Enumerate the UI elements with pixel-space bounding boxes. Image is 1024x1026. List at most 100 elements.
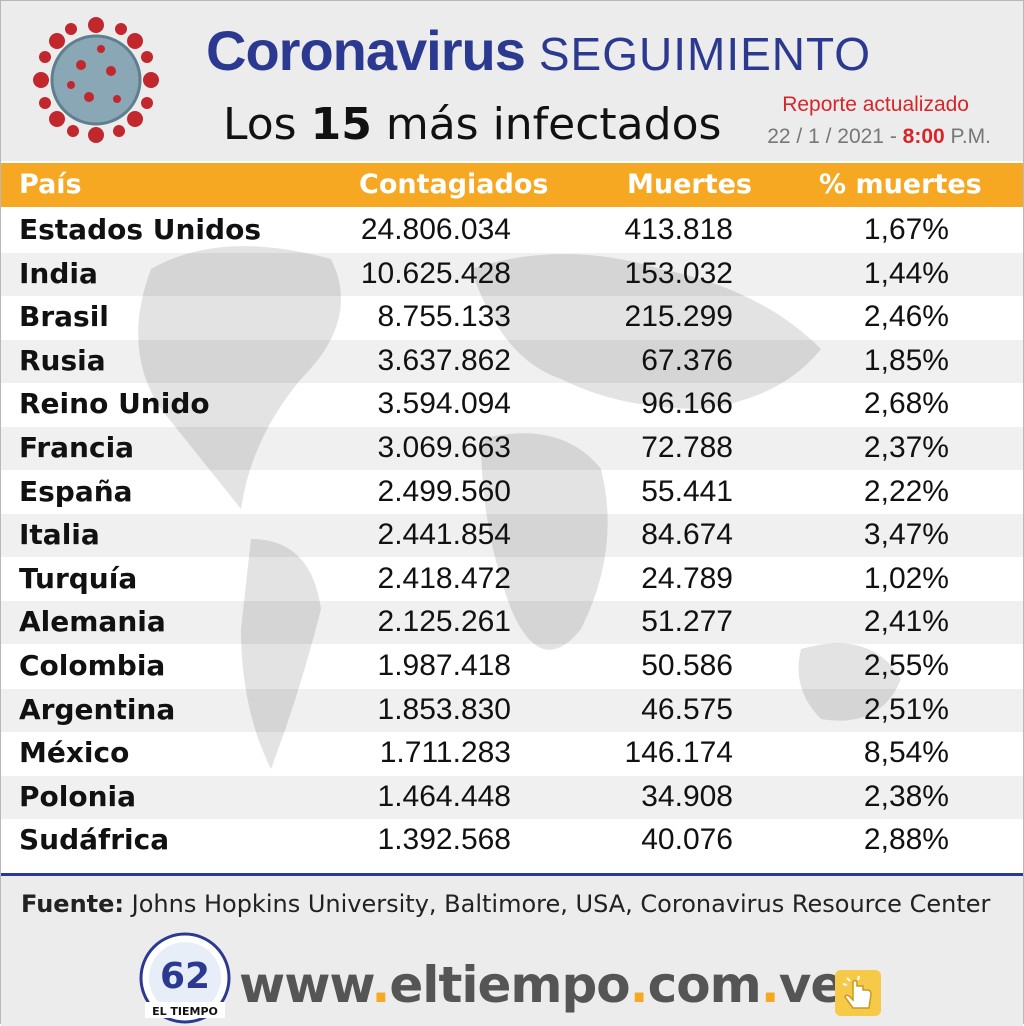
- cell-cases: 2.499.560: [377, 474, 511, 508]
- logo-name: EL TIEMPO: [152, 1005, 218, 1018]
- website-link[interactable]: www.eltiempo.com.ve: [239, 956, 845, 1014]
- cell-death-rate: 1,67%: [863, 213, 949, 246]
- cell-death-rate: 1,85%: [863, 343, 949, 377]
- cell-country: México: [19, 736, 130, 770]
- cell-deaths: 55.441: [641, 474, 733, 508]
- time-suffix: P.M.: [950, 125, 991, 148]
- cell-death-rate: 8,54%: [863, 736, 949, 770]
- coronavirus-icon: [33, 17, 159, 143]
- footer: Fuente: Johns Hopkins University, Baltim…: [1, 873, 1023, 1026]
- cell-death-rate: 2,55%: [863, 649, 949, 682]
- cell-death-rate: 2,51%: [863, 692, 949, 726]
- cell-death-rate: 3,47%: [863, 518, 949, 552]
- table-row: España 2.499.560 55.441 2,22%: [1, 471, 1023, 514]
- url-part: eltiempo: [389, 956, 630, 1014]
- header: Coronavirus SEGUIMIENTO Los 15 más infect…: [1, 1, 1023, 161]
- table-row: Argentina 1.853.830 46.575 2,51%: [1, 688, 1023, 732]
- table-row: Polonia 1.464.448 34.908 2,38%: [1, 775, 1023, 819]
- cell-deaths: 413.818: [624, 213, 733, 246]
- cell-deaths: 50.586: [641, 649, 733, 682]
- table-row: México 1.711.283 146.174 8,54%: [1, 732, 1023, 775]
- page-title: Coronavirus SEGUIMIENTO: [206, 23, 871, 79]
- cell-country: Brasil: [19, 300, 109, 334]
- table-row: Italia 2.441.854 84.674 3,47%: [1, 514, 1023, 558]
- cell-cases: 2.441.854: [377, 518, 511, 552]
- table-row: Colombia 1.987.418 50.586 2,55%: [1, 645, 1023, 688]
- url-part: ve: [778, 956, 845, 1014]
- subtitle-suffix: más infectados: [385, 99, 722, 150]
- cell-cases: 1.464.448: [377, 779, 511, 813]
- url-dot: .: [760, 956, 780, 1014]
- cell-country: Estados Unidos: [19, 213, 261, 246]
- cell-country: Alemania: [19, 605, 166, 639]
- table-row: Turquía 2.418.472 24.789 1,02%: [1, 558, 1023, 601]
- cell-deaths: 24.789: [641, 561, 733, 595]
- cell-country: Italia: [19, 518, 100, 552]
- url-dot: .: [629, 956, 649, 1014]
- url-part: www: [239, 956, 372, 1014]
- source-note: Fuente: Johns Hopkins University, Baltim…: [21, 890, 990, 918]
- cell-death-rate: 2,88%: [863, 823, 949, 857]
- cell-cases: 10.625.428: [360, 256, 511, 290]
- cell-cases: 2.125.261: [377, 605, 511, 639]
- cell-cases: 1.987.418: [377, 649, 511, 682]
- cell-deaths: 34.908: [641, 779, 733, 813]
- cell-death-rate: 2,22%: [863, 474, 949, 508]
- subtitle-prefix: Los: [223, 99, 297, 150]
- cell-cases: 3.069.663: [377, 431, 511, 464]
- report-label: Reporte actualizado: [782, 93, 969, 116]
- table-row: Rusia 3.637.862 67.376 1,85%: [1, 339, 1023, 383]
- source-label: Fuente:: [21, 890, 124, 918]
- hand-pointer-icon: [835, 970, 881, 1016]
- report-date: 22 / 1 / 2021 - 8:00 P.M.: [767, 125, 991, 149]
- cell-deaths: 84.674: [641, 518, 733, 552]
- table-row: Francia 3.069.663 72.788 2,37%: [1, 427, 1023, 470]
- cell-death-rate: 1,02%: [863, 561, 949, 595]
- table-row: Alemania 2.125.261 51.277 2,41%: [1, 601, 1023, 645]
- cell-deaths: 72.788: [641, 431, 733, 464]
- subtitle: Los 15 más infectados: [223, 103, 721, 147]
- cell-deaths: 153.032: [624, 256, 733, 290]
- column-header-death-rate: % muertes: [819, 169, 982, 200]
- cell-cases: 8.755.133: [377, 300, 511, 334]
- cell-death-rate: 2,68%: [863, 387, 949, 421]
- cell-cases: 1.392.568: [377, 823, 511, 857]
- column-header-cases: Contagiados: [359, 169, 549, 200]
- cell-country: India: [19, 256, 98, 290]
- title-light: SEGUIMIENTO: [538, 28, 872, 80]
- table-row: Estados Unidos 24.806.034 413.818 1,67%: [1, 209, 1023, 252]
- cell-country: España: [19, 474, 133, 508]
- cell-cases: 2.418.472: [377, 561, 511, 595]
- cell-deaths: 51.277: [641, 605, 733, 639]
- cell-deaths: 146.174: [624, 736, 733, 770]
- cell-deaths: 40.076: [641, 823, 733, 857]
- cell-country: Colombia: [19, 649, 166, 682]
- time-text: 8:00: [902, 125, 945, 148]
- cell-cases: 3.637.862: [377, 343, 511, 377]
- url-part: com: [647, 956, 762, 1014]
- cell-deaths: 67.376: [641, 343, 733, 377]
- url-dot: .: [371, 956, 390, 1014]
- table-row: Sudáfrica 1.392.568 40.076 2,88%: [1, 819, 1023, 862]
- cell-country: Argentina: [19, 692, 176, 726]
- cell-cases: 24.806.034: [360, 213, 511, 246]
- cell-deaths: 215.299: [624, 300, 733, 334]
- table-header: País Contagiados Muertes % muertes: [1, 163, 1023, 207]
- cell-death-rate: 2,38%: [863, 779, 949, 813]
- cell-death-rate: 2,41%: [863, 605, 949, 639]
- cell-country: Reino Unido: [19, 387, 210, 421]
- cell-cases: 3.594.094: [377, 387, 511, 421]
- table-row: Reino Unido 3.594.094 96.166 2,68%: [1, 383, 1023, 426]
- source-text: Johns Hopkins University, Baltimore, USA…: [131, 890, 991, 918]
- map-background: [138, 246, 901, 769]
- cell-country: Rusia: [19, 343, 106, 377]
- column-header-country: País: [19, 169, 82, 200]
- cell-cases: 1.853.830: [377, 692, 511, 726]
- cell-death-rate: 2,37%: [863, 431, 949, 464]
- subtitle-number: 15: [310, 99, 372, 150]
- cell-deaths: 96.166: [641, 387, 733, 421]
- date-text: 22 / 1 / 2021 -: [767, 125, 897, 148]
- cell-cases: 1.711.283: [379, 736, 511, 770]
- table-row: India 10.625.428 153.032 1,44%: [1, 252, 1023, 296]
